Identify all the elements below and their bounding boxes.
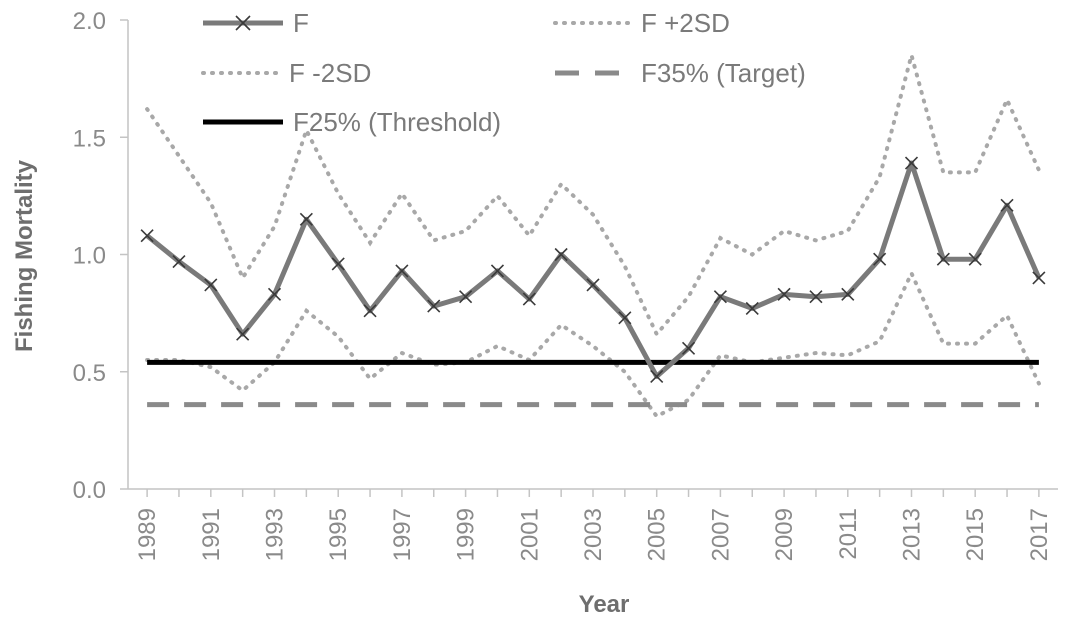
data-point-marker	[681, 341, 696, 355]
y-tick-label: 1.5	[73, 125, 106, 152]
data-point-marker	[236, 327, 250, 341]
legend-marker	[235, 15, 251, 31]
data-point-marker	[650, 369, 664, 384]
y-axis-title: Fishing Mortality	[11, 159, 38, 352]
x-tick-label: 2011	[835, 508, 862, 560]
legend-label-f35-target: F35% (Target)	[641, 58, 806, 88]
data-point-marker	[204, 278, 218, 292]
data-point-marker	[936, 252, 950, 266]
x-tick-label: 2007	[707, 508, 734, 561]
x-tick-label: 2001	[516, 508, 543, 561]
data-point-marker	[554, 247, 568, 262]
y-tick-label: 0.0	[73, 477, 106, 504]
series-line-f-2sd	[145, 268, 1041, 419]
data-point-marker	[618, 311, 632, 325]
series-line-f	[145, 160, 1042, 379]
data-point-marker	[713, 290, 727, 304]
x-tick-label: 1995	[325, 508, 352, 561]
x-tick-label: 2009	[771, 508, 798, 561]
data-point-marker	[1000, 198, 1014, 212]
x-tick-label: 1999	[453, 508, 480, 561]
x-tick-label: 1991	[198, 508, 225, 561]
data-point-marker	[363, 304, 377, 318]
x-tick-label: 2003	[580, 508, 607, 561]
x-tick-label: 2017	[1026, 508, 1053, 561]
x-tick-label: 1989	[134, 508, 161, 561]
x-axis-title: Year	[579, 591, 630, 618]
data-point-marker	[968, 252, 982, 266]
x-tick-label: 2013	[898, 508, 925, 561]
data-point-marker	[490, 264, 505, 278]
axes: 0.0 0.5 1.0 1.5 2.0 1989 1991 1993 1995 1997 1999 2…	[73, 8, 1058, 561]
data-point-marker	[586, 278, 600, 292]
data-point-marker	[777, 287, 791, 301]
data-point-marker	[395, 264, 409, 278]
data-point-marker	[331, 257, 345, 271]
data-point-marker	[267, 287, 282, 301]
legend-label-f: F	[293, 8, 309, 38]
data-point-marker	[459, 290, 473, 304]
legend-label-f-2sd: F +2SD	[641, 8, 730, 38]
x-tick-label: 1993	[262, 508, 289, 561]
data-point-marker	[745, 301, 759, 316]
x-tick-label: 2015	[962, 508, 989, 561]
data-point-marker	[904, 156, 919, 170]
legend-label-f-2sd: F -2SD	[289, 58, 371, 88]
data-point-marker	[172, 254, 186, 269]
data-point-marker	[299, 212, 313, 226]
data-point-marker	[1032, 271, 1046, 285]
data-point-marker	[841, 287, 855, 301]
data-point-marker	[873, 252, 887, 266]
data-point-marker	[522, 292, 536, 306]
data-point-marker	[427, 299, 441, 313]
data-point-marker	[140, 229, 154, 243]
x-tick-label: 1997	[389, 508, 416, 561]
series-layer	[140, 47, 1046, 419]
series-line-f-2sd	[145, 47, 1041, 338]
y-tick-label: 0.5	[73, 360, 106, 387]
x-tick-label: 2005	[644, 508, 671, 561]
legend-label-f25-threshold: F25% (Threshold)	[293, 107, 501, 137]
y-tick-label: 2.0	[73, 8, 106, 35]
data-point-marker	[809, 290, 823, 304]
y-tick-label: 1.0	[73, 243, 106, 270]
legend: F F +2SD F -2SD F35% (Target) F25% (Threshol…	[201, 8, 806, 137]
